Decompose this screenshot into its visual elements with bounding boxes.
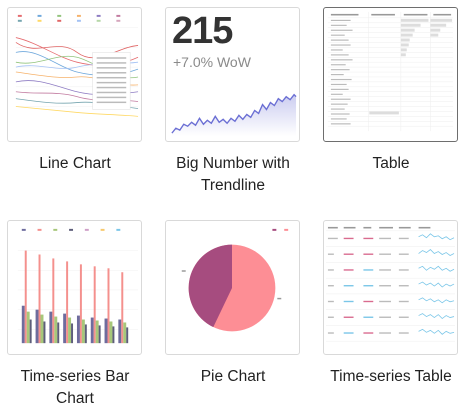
bar-chart-thumbnail-icon [17, 228, 139, 344]
line-chart-thumbnail-icon [15, 14, 139, 117]
time-series-table-thumbnail-icon [325, 226, 456, 342]
pie-chart-label: Pie Chart [200, 368, 266, 385]
trendline-icon [171, 93, 297, 137]
pie-chart-card[interactable] [165, 220, 300, 355]
line-chart-label: Line Chart [39, 155, 111, 172]
time-series-table-label: Time-series Table [330, 368, 452, 385]
big-number-trendline-card[interactable]: 215 +7.0% WoW [165, 7, 300, 142]
time-series-bar-label: Time-series Bar Chart [20, 368, 130, 407]
table-thumbnail-icon [327, 11, 454, 138]
big-number-trendline-label: Big Number with Trendline [176, 155, 290, 194]
line-chart-card[interactable] [7, 7, 142, 142]
big-number-value: 215 [172, 10, 233, 52]
time-series-table-card[interactable] [323, 220, 458, 355]
big-number-subtext: +7.0% WoW [173, 54, 251, 70]
table-label: Table [372, 155, 410, 172]
time-series-bar-card[interactable] [7, 220, 142, 355]
pie-chart-thumbnail-icon [181, 228, 289, 332]
table-card[interactable] [323, 7, 458, 142]
